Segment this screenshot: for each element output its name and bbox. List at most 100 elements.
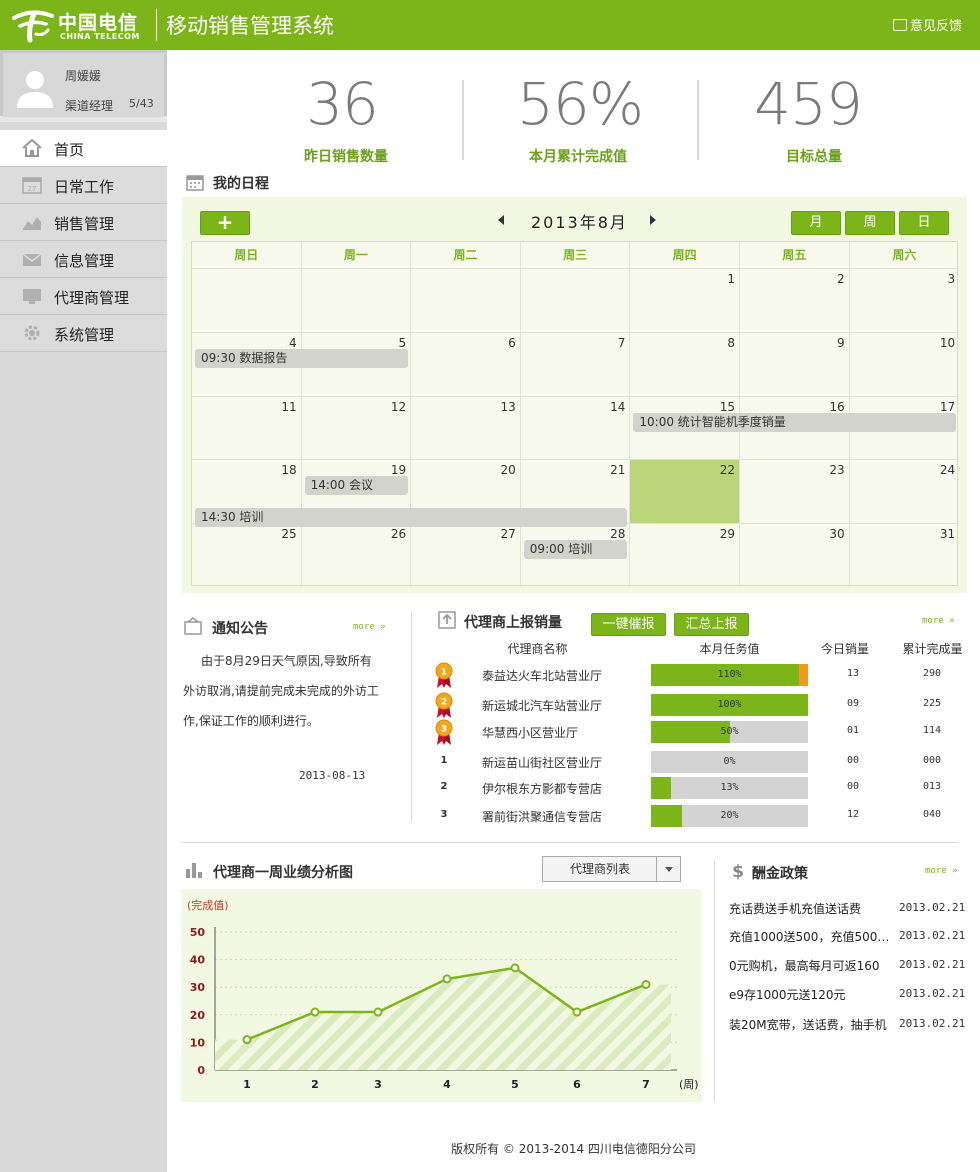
sidebar-item-label: 代理商管理 [54,289,130,307]
policy-more-link[interactable]: more » [925,866,958,876]
calendar-day-cell[interactable]: 14 [520,395,631,460]
agent-sales-more-link[interactable]: more » [922,616,955,626]
calendar-day-cell[interactable]: 29 [630,523,740,587]
chart-data-point[interactable] [442,974,452,984]
policy-title: 酬金政策 [752,866,808,882]
sidebar-item-5[interactable]: 系统管理 [0,315,167,352]
calendar-event[interactable]: 09:30 数据报告 [195,348,409,368]
avatar[interactable] [15,68,55,108]
feedback-label: 意见反馈 [909,19,962,34]
remind-all-button[interactable]: 一键催报 [591,613,666,636]
next-month-arrow-icon[interactable] [650,215,656,225]
calendar-icon [186,175,204,191]
calendar-day-cell[interactable]: 30 [740,523,850,587]
agent-name[interactable]: 伊尔根东方影都专营店 [482,782,603,796]
day-number: 8 [727,335,735,350]
policy-item-link[interactable]: 0元购机，最高每月可返160 [729,959,880,973]
calendar-empty-cell[interactable] [411,268,521,332]
feedback-link[interactable]: 意见反馈 [892,15,962,34]
calendar-day-cell[interactable]: 10 [849,331,960,396]
china-telecom-logo[interactable]: 中国电信 CHINA TELECOM [10,6,150,44]
select-dropdown-button[interactable] [656,857,680,881]
calendar-day-cell[interactable]: 23 [740,459,850,524]
day-number: 31 [939,527,956,542]
view-month-button[interactable]: 月 [791,211,841,235]
agent-name[interactable]: 新运城北汽车站营业厅 [482,699,603,713]
calendar-day-cell[interactable]: 1 [630,268,740,332]
calendar-day-cell[interactable]: 3 [849,268,960,332]
calendar-event[interactable]: 09:00 培训 [523,540,628,560]
view-day-button[interactable]: 日 [899,211,949,235]
calendar-day-cell[interactable]: 13 [411,395,521,460]
calendar-event[interactable]: 14:30 培训 [195,508,628,528]
sidebar-item-1[interactable]: 27 日常工作 [0,167,167,204]
calendar-day-cell[interactable]: 9 [740,331,850,396]
policy-item-link[interactable]: 装20M宽带，送话费，抽手机 [729,1018,887,1032]
chart-x-tick: 7 [642,1078,650,1091]
calendar-empty-cell[interactable] [520,268,631,332]
calendar-day-cell[interactable]: 31 [849,523,960,587]
sidebar-item-0[interactable]: 首页 [0,130,167,167]
chart-data-point[interactable] [310,1007,320,1017]
agent-sales-title: 代理商上报销量 [464,615,562,631]
calendar-event[interactable]: 10:00 统计智能机季度销量 [633,412,957,432]
calendar-day-cell[interactable]: 8 [630,331,740,396]
calendar-day-cell[interactable]: 2 [740,268,850,332]
calendar-day-cell[interactable]: 22 [630,459,740,524]
user-role: 渠道经理 [65,99,114,113]
calendar-day-cell[interactable]: 27 [411,523,521,587]
bar-chart-icon [186,863,202,878]
calendar-day-cell[interactable]: 7 [520,331,631,396]
today-sales-value: 00 [846,755,860,766]
day-number: 23 [829,463,845,478]
day-number: 3 [947,272,956,286]
policy-item-link[interactable]: e9存1000元送120元 [729,988,846,1002]
agent-name[interactable]: 署前街洪聚通信专营店 [482,810,603,824]
today-sales-value: 12 [846,809,860,820]
sidebar-item-2[interactable]: 销售管理 [0,204,167,241]
chart-data-point[interactable] [572,1007,582,1017]
calendar-day-cell[interactable]: 17 [849,395,960,460]
cumulative-value: 290 [922,668,942,679]
calendar-empty-cell[interactable] [192,268,302,332]
chart-data-point[interactable] [242,1035,252,1045]
calendar-day-cell[interactable]: 21 [520,459,631,524]
policy-item-date: 2013.02.21 [899,958,966,971]
calendar-event[interactable]: 14:00 会议 [304,476,409,496]
chart-data-point[interactable] [373,1007,383,1017]
summary-report-button[interactable]: 汇总上报 [674,613,749,636]
policy-item-link[interactable]: 充值1000送500，充值500送… [729,930,891,944]
calendar-day-cell[interactable]: 26 [301,523,412,587]
prev-month-arrow-icon[interactable] [498,215,504,225]
chart-data-point[interactable] [641,979,651,989]
calendar-day-cell[interactable]: 24 [849,459,960,523]
calendar-day-cell[interactable]: 25 [192,523,302,587]
rank-number: 2 [440,781,448,792]
sidebar-item-3[interactable]: 信息管理 [0,241,167,278]
medal-icon: 2 [435,692,453,718]
calendar-empty-cell[interactable] [301,268,412,332]
notice-more-link[interactable]: more » [353,622,386,632]
calendar-day-cell[interactable]: 5 [301,331,412,396]
calendar-day-cell[interactable]: 12 [301,395,412,460]
user-count: 5/43 [129,97,154,110]
calendar-day-cell[interactable]: 11 [192,395,302,460]
view-week-button[interactable]: 周 [845,211,895,235]
chart-data-point[interactable] [510,963,520,973]
calendar-day-cell[interactable]: 19 [301,459,412,524]
agent-list-select[interactable]: 代理商列表 [542,856,681,882]
agent-name[interactable]: 泰益达火车北站营业厅 [482,669,603,683]
calendar-day-cell[interactable]: 20 [411,459,521,524]
sidebar-item-4[interactable]: 代理商管理 [0,278,167,315]
medal-icon: 1 [435,662,453,688]
calendar-day-cell[interactable]: 6 [411,331,521,396]
day-number: 26 [390,527,407,542]
add-event-button[interactable]: + [200,211,250,235]
policy-item-link[interactable]: 充话费送手机充值送话费 [729,902,862,916]
calendar-day-cell[interactable]: 18 [192,459,302,524]
stat-label-target-total: 目标总量 [786,149,842,165]
agent-name[interactable]: 华慧西小区营业厅 [482,726,579,740]
sidebar-item-label: 销售管理 [54,215,115,233]
agent-name[interactable]: 新运苗山街社区营业厅 [482,756,603,770]
progress-label: 50% [720,726,739,737]
